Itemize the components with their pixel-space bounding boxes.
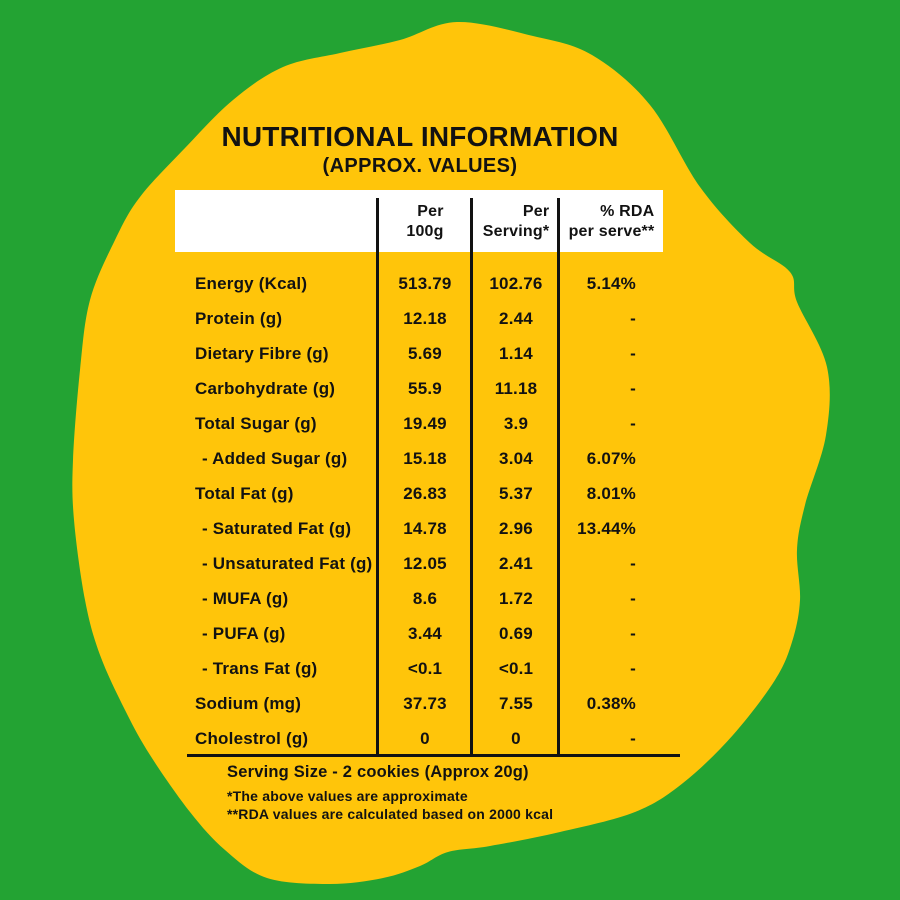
header-cell-text: % RDA per serve**: [569, 200, 655, 242]
value-rda-per-serve: -: [630, 728, 636, 748]
value-per-serving: 5.37: [499, 483, 533, 503]
row-label: Carbohydrate (g): [195, 378, 336, 398]
table-row: - Unsaturated Fat (g) 12.05 2.41 -: [175, 546, 663, 581]
value-rda-per-serve: -: [630, 343, 636, 363]
row-label: Dietary Fibre (g): [195, 343, 329, 363]
value-per-serving: 2.96: [499, 518, 533, 538]
row-label: - Trans Fat (g): [202, 658, 318, 678]
value-per-100g: 12.05: [403, 553, 447, 573]
page-title: NUTRITIONAL INFORMATION: [221, 121, 619, 152]
value-per-serving: 0.69: [499, 623, 533, 643]
value-per-100g: 19.49: [403, 413, 447, 433]
row-label: Cholestrol (g): [195, 728, 309, 748]
value-per-serving: 3.04: [499, 448, 533, 468]
value-per-100g: 0: [420, 728, 430, 748]
table-row: Sodium (mg) 37.73 7.55 0.38%: [175, 686, 663, 721]
header-line2: 100g: [406, 223, 444, 240]
table-bottom-rule: [187, 754, 680, 757]
value-per-100g: 5.69: [408, 343, 442, 363]
row-label: Energy (Kcal): [195, 273, 308, 293]
value-per-serving: <0.1: [498, 658, 534, 678]
table-row: - PUFA (g) 3.44 0.69 -: [175, 616, 663, 651]
table-body: Energy (Kcal) 513.79 102.76 5.14% Protein (g…: [175, 266, 663, 756]
row-label: - PUFA (g): [202, 623, 286, 643]
value-rda-per-serve: -: [630, 378, 636, 398]
value-per-serving: 1.14: [499, 343, 533, 363]
header-cell-empty: [175, 190, 378, 252]
value-per-serving: 2.44: [499, 308, 533, 328]
value-per-100g: 12.18: [403, 308, 447, 328]
header-cell-per-serving: Per Serving*: [472, 190, 560, 252]
value-rda-per-serve: 5.14%: [586, 273, 636, 293]
value-rda-per-serve: -: [630, 413, 636, 433]
table-header: Per 100g Per Serving* % RDA per serve**: [175, 190, 663, 252]
value-rda-per-serve: -: [630, 658, 636, 678]
table-row: Energy (Kcal) 513.79 102.76 5.14%: [175, 266, 663, 301]
value-per-100g: 3.44: [408, 623, 442, 643]
header-line2: Serving*: [482, 223, 550, 240]
table-row: - Added Sugar (g) 15.18 3.04 6.07%: [175, 441, 663, 476]
value-per-100g: 26.83: [403, 483, 447, 503]
row-label: - Unsaturated Fat (g): [202, 553, 373, 573]
table-row: Dietary Fibre (g) 5.69 1.14 -: [175, 336, 663, 371]
table-row: Total Sugar (g) 19.49 3.9 -: [175, 406, 663, 441]
value-per-serving: 1.72: [499, 588, 533, 608]
table-row: Cholestrol (g) 0 0 -: [175, 721, 663, 756]
header-cell-per-100g: Per 100g: [378, 190, 472, 252]
value-per-serving: 7.55: [499, 693, 533, 713]
serving-size-note: Serving Size - 2 cookies (Approx 20g): [227, 763, 529, 781]
value-rda-per-serve: 6.07%: [586, 448, 636, 468]
column-divider-2: [470, 198, 473, 756]
value-per-100g: 14.78: [403, 518, 447, 538]
value-per-100g: 15.18: [403, 448, 447, 468]
value-rda-per-serve: -: [630, 308, 636, 328]
table-row: - Saturated Fat (g) 14.78 2.96 13.44%: [175, 511, 663, 546]
header-cell-rda-per-serve: % RDA per serve**: [560, 190, 663, 252]
table-row: Total Fat (g) 26.83 5.37 8.01%: [175, 476, 663, 511]
value-rda-per-serve: 13.44%: [577, 518, 636, 538]
row-label: - Added Sugar (g): [202, 448, 348, 468]
value-rda-per-serve: -: [630, 588, 636, 608]
rda-basis-note: **RDA values are calculated based on 200…: [227, 806, 554, 822]
approx-values-note: *The above values are approximate: [227, 788, 468, 804]
value-per-100g: 513.79: [398, 273, 452, 293]
table-row: Protein (g) 12.18 2.44 -: [175, 301, 663, 336]
row-label: Total Fat (g): [195, 483, 294, 503]
row-label: Protein (g): [195, 308, 283, 328]
table-row: - Trans Fat (g) <0.1 <0.1 -: [175, 651, 663, 686]
table-row: - MUFA (g) 8.6 1.72 -: [175, 581, 663, 616]
value-per-serving: 11.18: [494, 378, 538, 398]
value-per-serving: 2.41: [499, 553, 533, 573]
header-line1: % RDA: [600, 203, 655, 220]
value-per-100g: 55.9: [408, 378, 442, 398]
row-label: - Saturated Fat (g): [202, 518, 352, 538]
header-line1: Per: [522, 203, 550, 220]
row-label: - MUFA (g): [202, 588, 289, 608]
value-rda-per-serve: -: [630, 623, 636, 643]
value-per-serving: 0: [511, 728, 521, 748]
value-per-100g: 37.73: [403, 693, 447, 713]
value-rda-per-serve: -: [630, 553, 636, 573]
header-line1: Per: [417, 203, 444, 220]
column-divider-1: [376, 198, 379, 756]
page-subtitle: (APPROX. VALUES): [322, 155, 518, 177]
value-rda-per-serve: 0.38%: [586, 693, 636, 713]
header-cell-text: Per Serving*: [483, 200, 550, 242]
value-per-100g: 8.6: [412, 588, 438, 608]
value-per-100g: <0.1: [407, 658, 443, 678]
header-line2: per serve**: [568, 223, 655, 240]
value-rda-per-serve: 8.01%: [586, 483, 636, 503]
value-per-serving: 3.9: [503, 413, 529, 433]
row-label: Total Sugar (g): [195, 413, 317, 433]
value-per-serving: 102.76: [489, 273, 543, 293]
table-row: Carbohydrate (g) 55.9 11.18 -: [175, 371, 663, 406]
row-label: Sodium (mg): [195, 693, 302, 713]
column-divider-3: [557, 198, 560, 756]
header-cell-text: Per 100g: [406, 200, 443, 242]
